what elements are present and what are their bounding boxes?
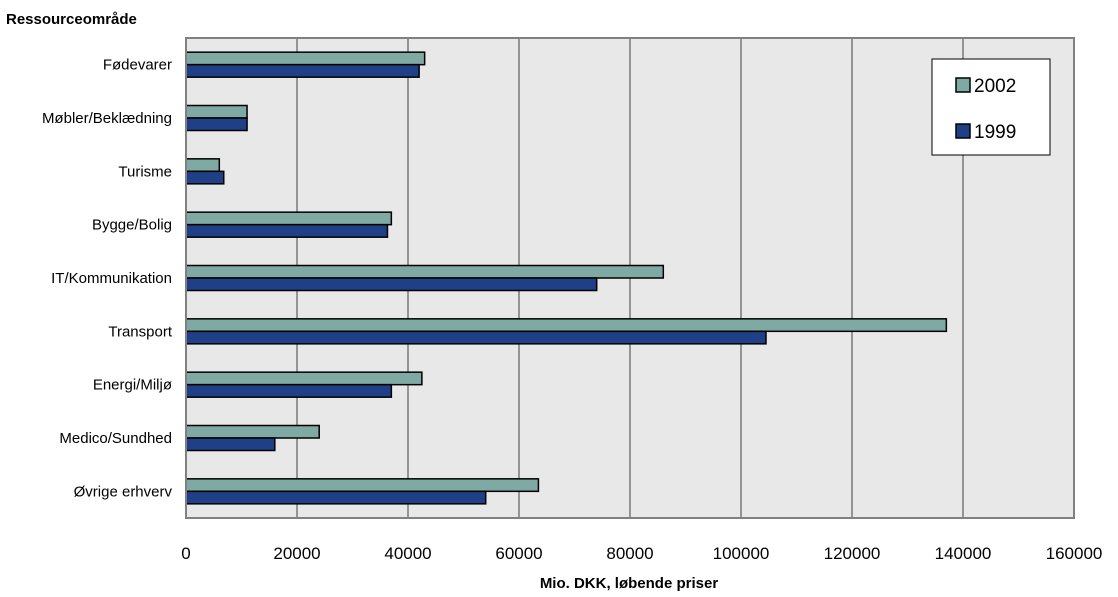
category-label-1: Møbler/Beklædning — [42, 110, 172, 127]
bars — [185, 51, 948, 505]
x-tick-label-0: 0 — [181, 544, 190, 563]
x-tick-label-8: 160000 — [1046, 544, 1103, 563]
x-tick-labels: 0 20000 40000 60000 80000 100000 120000 140000 1… — [181, 544, 1102, 563]
category-axis-title: Ressourceområde — [6, 11, 137, 28]
legend-swatch-2002 — [955, 77, 971, 93]
bar-1999-8 — [185, 490, 487, 505]
x-tick-label-3: 60000 — [495, 544, 542, 563]
bar-1999-4 — [185, 277, 598, 292]
category-label-7: Medico/Sundhed — [59, 430, 172, 447]
legend-box — [931, 58, 1051, 156]
category-label-2: Turisme — [118, 163, 172, 180]
bar-1999-6 — [185, 383, 393, 398]
legend-label-2002: 2002 — [974, 76, 1016, 97]
bar-2002-2 — [185, 158, 221, 173]
bar-2002-5 — [185, 318, 948, 333]
bar-1999-1 — [185, 117, 248, 132]
legend-label-1999: 1999 — [974, 122, 1016, 143]
x-tick-label-5: 100000 — [713, 544, 770, 563]
bar-2002-3 — [185, 211, 393, 226]
category-label-3: Bygge/Bolig — [92, 217, 172, 234]
category-label-8: Øvrige erhverv — [74, 483, 173, 500]
bar-2002-4 — [185, 264, 665, 279]
category-labels: Fødevarer Møbler/Beklædning Turisme Bygge/B… — [42, 57, 173, 501]
bar-1999-5 — [185, 330, 767, 345]
category-label-0: Fødevarer — [103, 57, 172, 74]
category-label-5: Transport — [108, 323, 172, 340]
bar-2002-8 — [185, 478, 540, 493]
plot-border — [185, 37, 1075, 519]
x-tick-label-2: 40000 — [384, 544, 431, 563]
x-tick-label-6: 120000 — [824, 544, 881, 563]
category-label-6: Energi/Miljø — [93, 377, 172, 394]
bar-1999-2 — [185, 170, 225, 185]
legend: 2002 1999 — [931, 58, 1051, 156]
bar-1999-3 — [185, 223, 389, 238]
bar-2002-6 — [185, 371, 423, 386]
bar-2002-0 — [185, 51, 426, 66]
x-tick-label-1: 20000 — [273, 544, 320, 563]
legend-swatch-1999 — [955, 123, 971, 139]
category-label-4: IT/Kommunikation — [51, 270, 172, 287]
bar-1999-0 — [185, 63, 420, 78]
x-axis-title: Mio. DKK, løbende priser — [540, 575, 719, 592]
x-tick-label-4: 80000 — [606, 544, 653, 563]
bar-2002-1 — [185, 104, 248, 119]
x-tick-label-7: 140000 — [935, 544, 992, 563]
bar-1999-7 — [185, 437, 276, 452]
bar-2002-7 — [185, 424, 320, 439]
